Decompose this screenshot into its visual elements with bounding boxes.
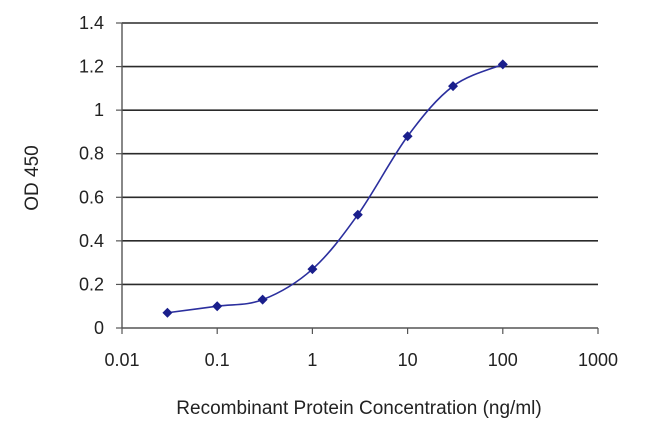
x-tick-label: 100 <box>488 350 518 370</box>
x-tick-label: 0.1 <box>205 350 230 370</box>
axes <box>116 22 599 334</box>
y-tick-labels: 0 0.2 0.4 0.6 0.8 1 1.2 1.4 <box>79 13 104 338</box>
x-tick-label: 1 <box>307 350 317 370</box>
grid-lines <box>122 22 598 286</box>
data-point <box>497 59 508 70</box>
data-point <box>162 307 173 318</box>
y-tick-label: 0 <box>94 318 104 338</box>
x-tick-label: 10 <box>398 350 418 370</box>
y-tick-label: 0.6 <box>79 187 104 207</box>
y-tick-label: 0.2 <box>79 274 104 294</box>
x-tick-label: 1000 <box>578 350 618 370</box>
x-axis-title: Recombinant Protein Concentration (ng/ml… <box>176 398 541 419</box>
x-tick-label: 0.01 <box>104 350 139 370</box>
x-tick-labels: 0.01 0.1 1 10 100 1000 <box>104 350 618 370</box>
data-series <box>162 59 508 318</box>
data-point <box>448 81 459 92</box>
y-tick-label: 0.4 <box>79 231 104 251</box>
data-point <box>212 301 223 312</box>
data-point <box>257 294 268 305</box>
series-line <box>167 63 504 314</box>
y-tick-label: 1.2 <box>79 57 104 77</box>
y-tick-label: 0.8 <box>79 144 104 164</box>
y-axis-title: OD 450 <box>22 145 43 210</box>
data-point <box>352 209 363 220</box>
y-tick-label: 1 <box>94 100 104 120</box>
data-point <box>307 264 318 275</box>
data-point <box>402 131 413 142</box>
y-tick-label: 1.4 <box>79 13 104 33</box>
